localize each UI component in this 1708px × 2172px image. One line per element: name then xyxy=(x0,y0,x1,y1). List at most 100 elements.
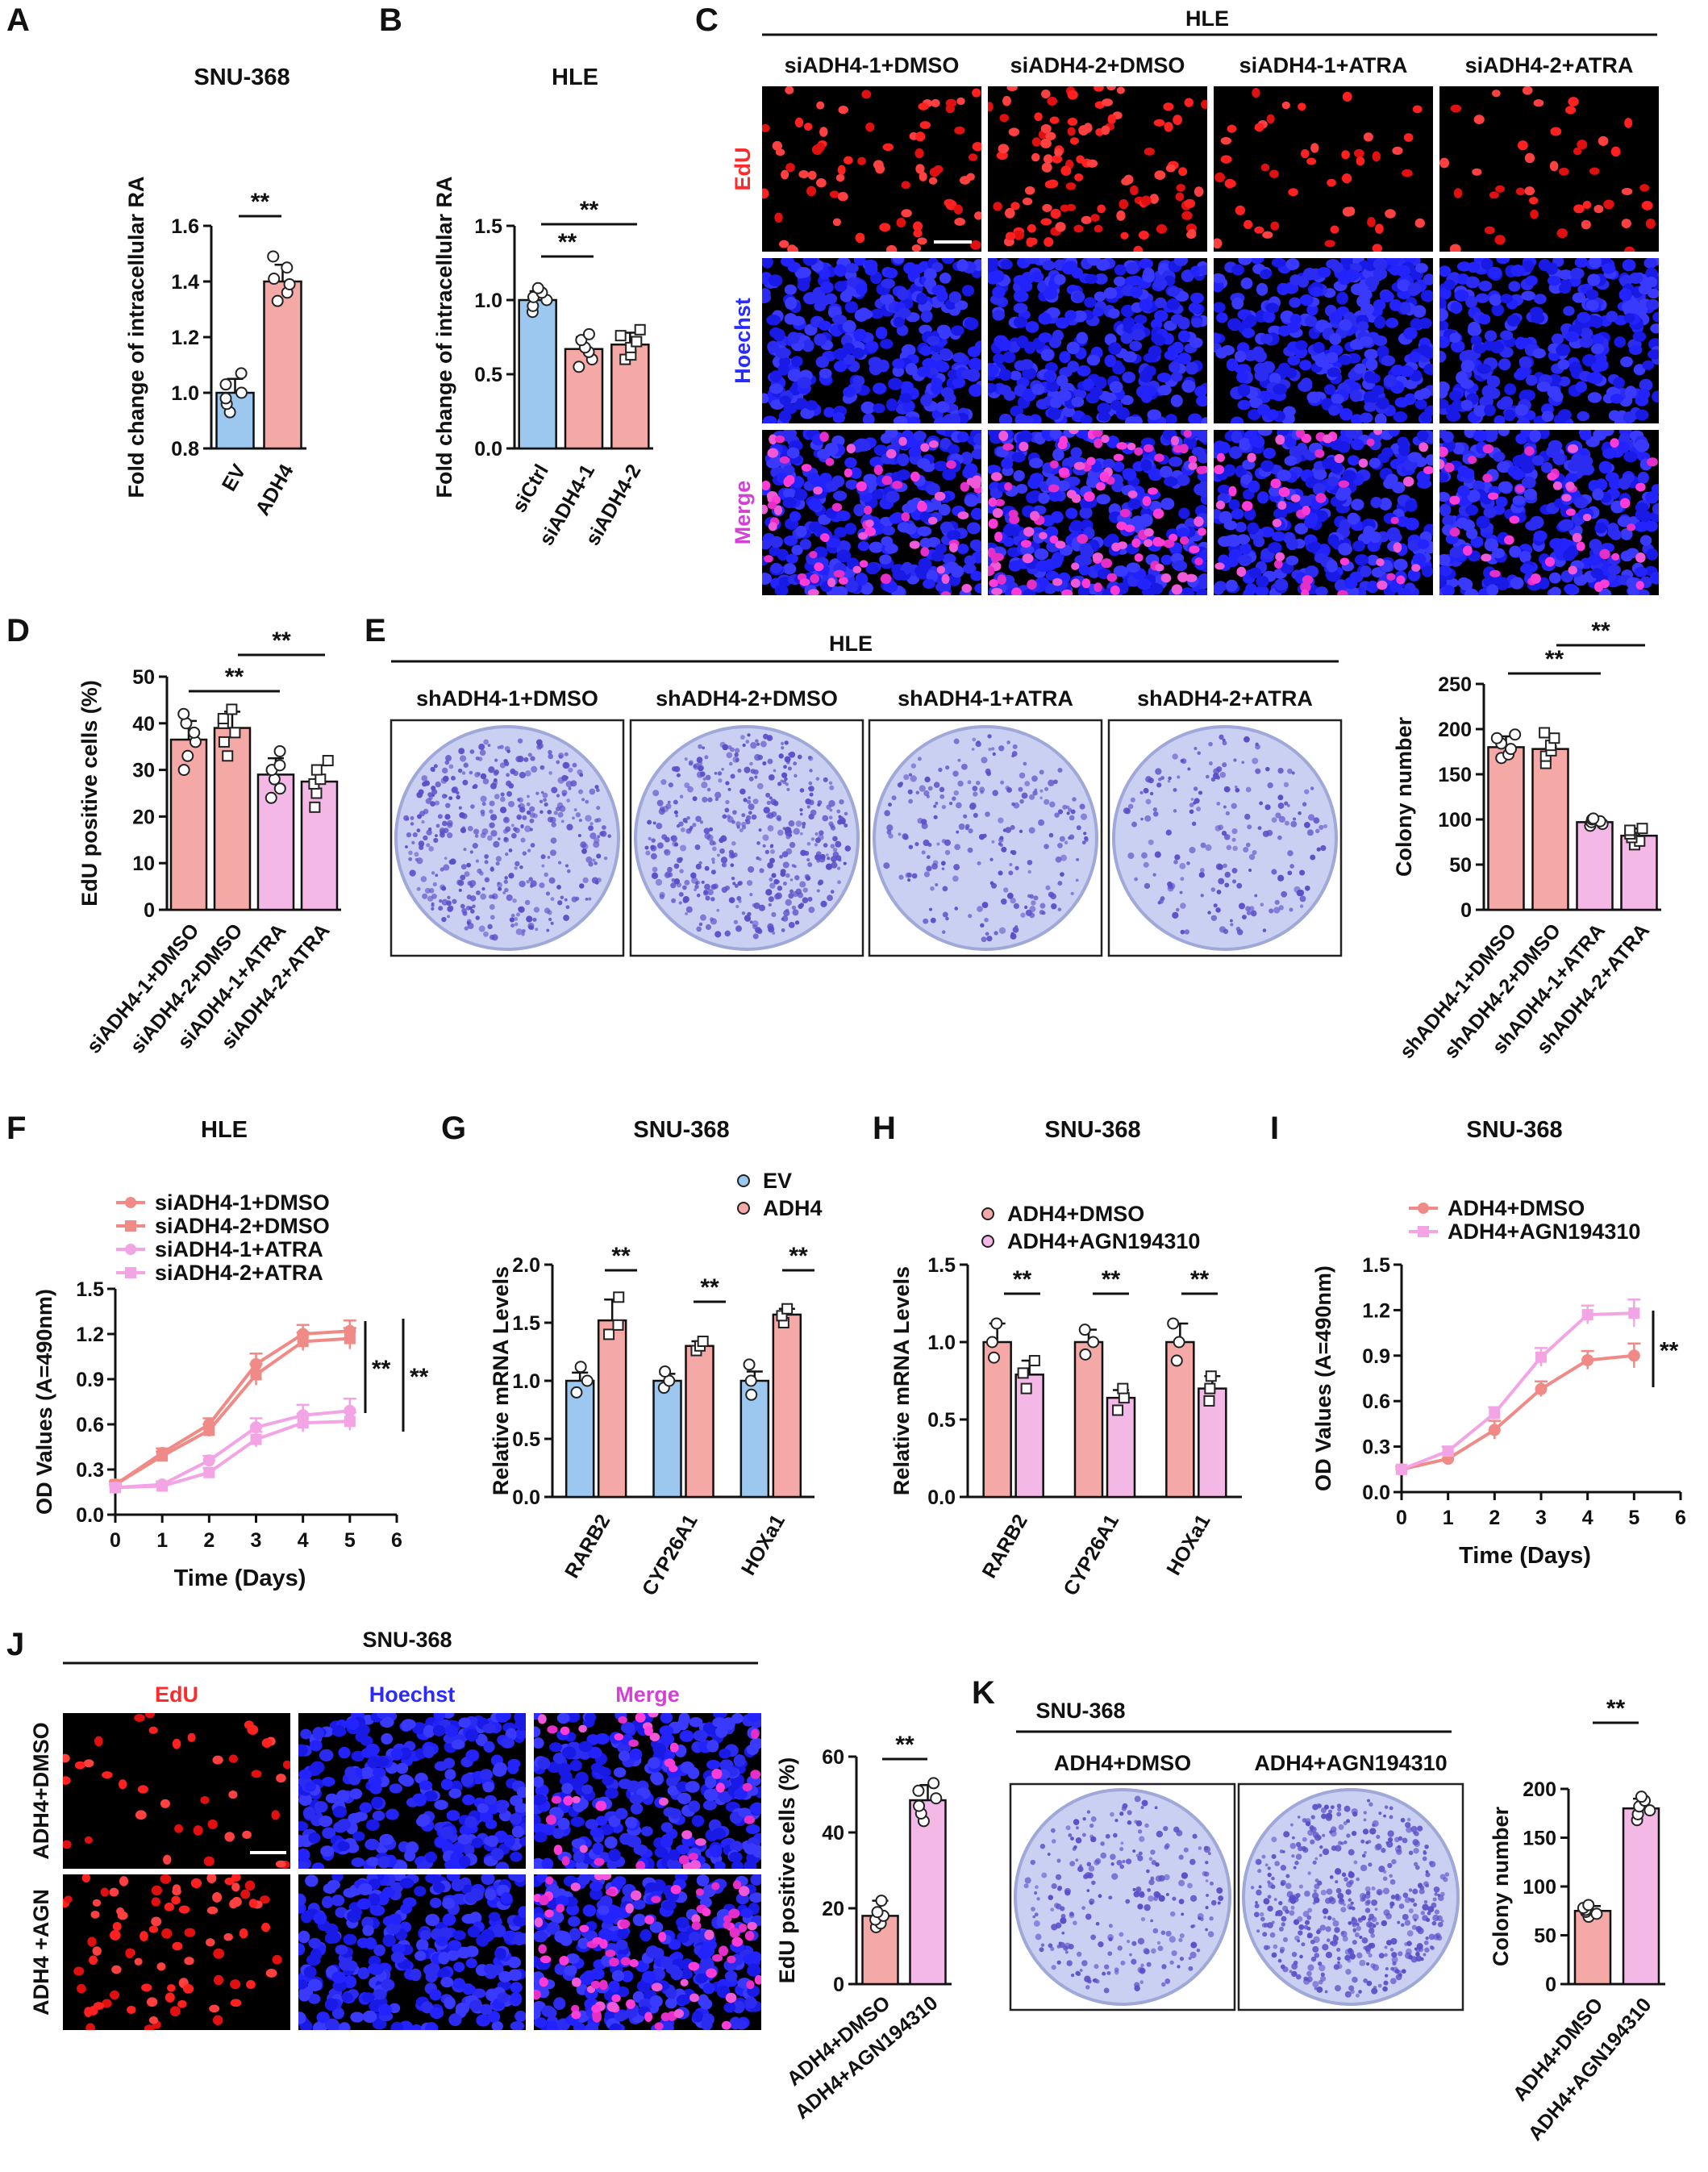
merge-cell xyxy=(1277,501,1287,511)
merge-cell xyxy=(1396,575,1406,585)
edu-cell xyxy=(1184,98,1194,107)
nucleus xyxy=(1078,565,1091,576)
merge-cell xyxy=(1468,455,1477,465)
nucleus xyxy=(1056,480,1070,492)
nucleus xyxy=(1215,348,1228,359)
nucleus xyxy=(1159,465,1173,478)
nucleus xyxy=(1461,468,1475,479)
nucleus xyxy=(1307,541,1321,552)
merge-cell xyxy=(1272,519,1282,527)
nucleus xyxy=(561,1782,573,1795)
merge-cell xyxy=(1170,436,1180,446)
nucleus xyxy=(1468,321,1481,335)
edu-cell xyxy=(838,105,848,115)
nucleus xyxy=(1299,360,1312,371)
nucleus xyxy=(1649,572,1659,585)
image-C-0-1 xyxy=(988,86,1207,252)
edu-cell xyxy=(1550,127,1562,136)
nucleus xyxy=(514,2010,526,2022)
nucleus xyxy=(1579,327,1593,339)
nucleus xyxy=(1214,332,1222,344)
edu-cell xyxy=(213,1948,225,1959)
merge-cell xyxy=(990,472,1002,482)
nucleus xyxy=(453,1961,465,1973)
nucleus xyxy=(534,1814,541,1826)
nucleus xyxy=(381,1978,395,1991)
edu-cell xyxy=(1065,182,1077,190)
nucleus xyxy=(1154,297,1167,309)
merge-cell xyxy=(1009,515,1020,524)
nucleus xyxy=(1214,582,1224,595)
x-tick-label: 5 xyxy=(1628,1507,1639,1529)
y-tick-label: 0.0 xyxy=(474,438,502,461)
nucleus xyxy=(361,1992,375,2003)
edu-cell xyxy=(1106,86,1116,91)
nucleus xyxy=(1026,491,1039,504)
data-point xyxy=(250,1421,262,1434)
edu-cell xyxy=(816,101,825,110)
legend-entry: ADH4+AGN194310 xyxy=(1007,1229,1200,1253)
image-J-0-0 xyxy=(63,1713,290,1869)
edu-cell xyxy=(1040,218,1052,226)
legend-marker xyxy=(737,1174,750,1187)
data-point xyxy=(612,1319,624,1331)
nucleus xyxy=(355,1731,369,1743)
edu-cell xyxy=(929,167,940,177)
nucleus xyxy=(1557,359,1570,370)
edu-cell xyxy=(1041,90,1051,99)
data-point xyxy=(1112,1404,1124,1416)
nucleus xyxy=(1424,405,1433,416)
nucleus xyxy=(1590,568,1604,579)
significance-label: ** xyxy=(700,1274,719,1301)
nucleus xyxy=(844,457,857,469)
row-label: EdU xyxy=(731,148,755,191)
data-point xyxy=(250,1433,262,1445)
bar-shADH4-1+ATRA xyxy=(1576,821,1614,911)
nucleus xyxy=(1646,548,1659,561)
nucleus xyxy=(1277,469,1292,482)
nucleus xyxy=(429,1989,442,2001)
merge-cell xyxy=(1095,482,1106,491)
nucleus xyxy=(1467,261,1481,273)
nucleus xyxy=(319,1816,333,1828)
panel-letter-J: J xyxy=(6,1627,24,1662)
nucleus xyxy=(1585,299,1599,311)
nucleus xyxy=(1139,258,1153,269)
data-point xyxy=(203,1424,215,1436)
nucleus xyxy=(1328,405,1340,416)
data-point xyxy=(1488,1424,1501,1436)
nucleus xyxy=(534,1832,548,1843)
image-C-2-2 xyxy=(1214,430,1433,595)
nucleus xyxy=(1410,318,1423,330)
nucleus xyxy=(1173,258,1189,267)
data-point xyxy=(235,386,248,399)
nucleus xyxy=(892,569,906,581)
merge-cell xyxy=(1029,511,1040,521)
nucleus xyxy=(379,1833,394,1845)
nucleus xyxy=(305,1874,319,1887)
nucleus xyxy=(430,2007,444,2020)
nucleus xyxy=(654,1846,669,1858)
nucleus xyxy=(1556,344,1571,356)
nucleus xyxy=(746,1744,759,1756)
edu-cell xyxy=(885,244,898,252)
nucleus xyxy=(344,1766,356,1778)
nucleus xyxy=(749,1892,761,1903)
nucleus xyxy=(988,430,1001,438)
nucleus xyxy=(818,320,831,331)
nucleus xyxy=(425,1970,438,1983)
nucleus xyxy=(371,1796,383,1809)
y-tick-label: 1.5 xyxy=(927,1254,956,1277)
data-point xyxy=(273,744,286,757)
chart-title: HLE xyxy=(552,65,598,90)
nucleus xyxy=(493,1761,507,1775)
nucleus xyxy=(1131,328,1146,341)
nucleus xyxy=(1096,259,1110,271)
nucleus xyxy=(844,301,859,314)
y-tick-label: 1.4 xyxy=(171,271,199,294)
merge-cell xyxy=(1530,573,1541,584)
edu-cell xyxy=(1133,245,1144,252)
edu-cell xyxy=(184,1928,196,1937)
nucleus xyxy=(885,490,900,503)
merge-cell xyxy=(1099,471,1110,482)
